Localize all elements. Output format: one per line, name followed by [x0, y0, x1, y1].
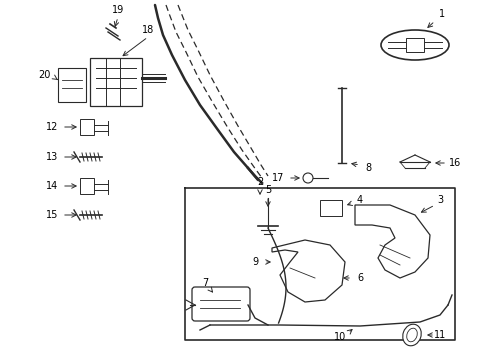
Text: 14: 14	[46, 181, 58, 191]
Text: 20: 20	[38, 70, 50, 80]
FancyBboxPatch shape	[192, 287, 249, 321]
Bar	[58, 68, 86, 102]
Text: 13: 13	[46, 152, 58, 162]
Text: 6: 6	[356, 273, 362, 283]
Text: 9: 9	[251, 257, 258, 267]
Text: 12: 12	[46, 122, 58, 132]
Ellipse shape	[380, 30, 448, 60]
Ellipse shape	[402, 324, 420, 346]
Text: 17: 17	[271, 173, 284, 183]
Bar	[80, 178, 94, 194]
Text: 16: 16	[448, 158, 460, 168]
Polygon shape	[354, 205, 429, 278]
Text: 15: 15	[46, 210, 58, 220]
Bar	[405, 38, 423, 52]
Text: 5: 5	[264, 185, 270, 195]
Ellipse shape	[406, 328, 416, 342]
Text: 2: 2	[256, 177, 263, 187]
Text: 3: 3	[436, 195, 442, 205]
Text: 10: 10	[333, 332, 346, 342]
Text: 7: 7	[202, 278, 208, 288]
Bar	[80, 119, 94, 135]
Text: 4: 4	[356, 195, 362, 205]
Bar	[319, 200, 341, 216]
Circle shape	[303, 173, 312, 183]
Text: 11: 11	[433, 330, 445, 340]
Text: 8: 8	[364, 163, 370, 173]
Bar	[90, 58, 142, 106]
Polygon shape	[271, 240, 345, 302]
Text: 1: 1	[438, 9, 444, 19]
Text: 18: 18	[142, 25, 154, 35]
Text: 19: 19	[112, 5, 124, 15]
